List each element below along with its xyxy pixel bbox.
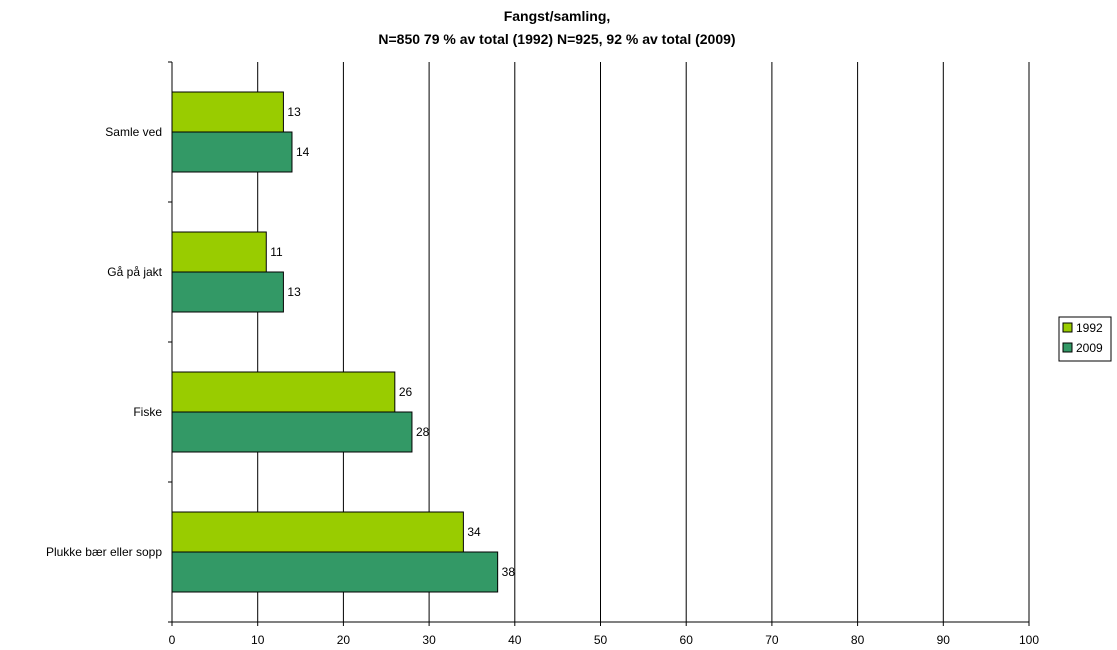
x-tick-label: 70 bbox=[765, 633, 779, 647]
x-tick-label: 10 bbox=[251, 633, 265, 647]
x-tick-label: 30 bbox=[422, 633, 436, 647]
grid-layer bbox=[257, 62, 1030, 622]
axis-layer: 0 10 20 30 40 50 60 70 80 90 100 Samle ved Gå på jak… bbox=[46, 61, 1039, 647]
bar bbox=[171, 551, 499, 593]
data-label: 34 bbox=[467, 525, 481, 539]
data-label: 26 bbox=[399, 385, 413, 399]
x-tick-label: 100 bbox=[1019, 633, 1039, 647]
legend-swatch bbox=[1062, 342, 1073, 353]
bar bbox=[171, 231, 267, 273]
chart-title: Fangst/samling, bbox=[504, 8, 611, 24]
x-tick-label: 50 bbox=[594, 633, 608, 647]
bar-layer: 13 14 11 13 26 28 34 38 bbox=[171, 91, 516, 593]
data-label: 28 bbox=[416, 425, 430, 439]
data-label: 13 bbox=[287, 105, 301, 119]
bar bbox=[171, 411, 413, 453]
x-tick-label: 80 bbox=[851, 633, 865, 647]
category-label: Gå på jakt bbox=[107, 265, 162, 279]
legend-swatch bbox=[1062, 322, 1073, 333]
category-label: Fiske bbox=[133, 405, 162, 419]
legend-label: 2009 bbox=[1076, 341, 1103, 355]
bar bbox=[171, 511, 464, 553]
category-label: Plukke bær eller sopp bbox=[46, 545, 162, 559]
category-label: Samle ved bbox=[105, 125, 162, 139]
legend-box bbox=[1058, 316, 1112, 362]
x-tick-label: 40 bbox=[508, 633, 522, 647]
x-tick-label: 0 bbox=[169, 633, 176, 647]
data-label: 38 bbox=[502, 565, 516, 579]
legend: 1992 2009 bbox=[1058, 316, 1112, 362]
x-tick-label: 90 bbox=[937, 633, 951, 647]
legend-label: 1992 bbox=[1076, 321, 1103, 335]
bar bbox=[171, 131, 293, 173]
x-tick-label: 20 bbox=[337, 633, 351, 647]
data-label: 11 bbox=[270, 245, 283, 259]
data-label: 13 bbox=[287, 285, 301, 299]
bar bbox=[171, 371, 396, 413]
bar bbox=[171, 271, 284, 313]
data-label: 14 bbox=[296, 145, 310, 159]
bar bbox=[171, 91, 284, 133]
x-tick-label: 60 bbox=[680, 633, 694, 647]
chart-subtitle: N=850 79 % av total (1992) N=925, 92 % a… bbox=[378, 31, 735, 47]
